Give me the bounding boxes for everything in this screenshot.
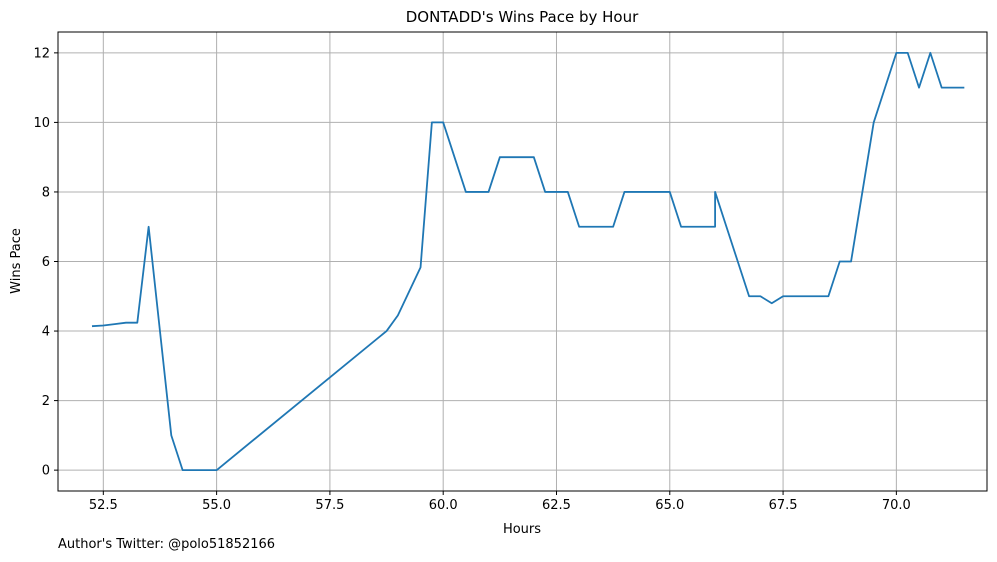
x-tick-label: 67.5 [769,498,798,513]
x-tick-label: 55.0 [202,498,231,513]
y-tick-label: 4 [42,325,50,340]
y-tick-label: 10 [33,116,50,131]
x-tick-label: 57.5 [315,498,344,513]
x-tick-label: 65.0 [655,498,684,513]
grid [58,32,987,491]
x-axis: 52.5 55.0 57.5 60.0 62.5 65.0 67.5 70.0 [89,491,911,513]
series-line [91,51,965,472]
y-tick-label: 0 [42,464,50,479]
x-tick-label: 60.0 [429,498,458,513]
y-tick-label: 12 [33,46,50,61]
y-axis: 0 2 4 6 8 10 12 [33,46,58,479]
x-tick-label: 62.5 [542,498,571,513]
chart-title: DONTADD's Wins Pace by Hour [406,8,639,26]
x-tick-label: 70.0 [882,498,911,513]
y-tick-label: 2 [42,394,50,409]
author-credit: Author's Twitter: @polo51852166 [58,537,276,552]
x-tick-label: 52.5 [89,498,118,513]
x-axis-label: Hours [503,522,541,537]
y-tick-label: 8 [42,185,50,200]
series-layer [91,51,965,472]
y-axis-label: Wins Pace [9,228,24,294]
y-tick-label: 6 [42,255,50,270]
